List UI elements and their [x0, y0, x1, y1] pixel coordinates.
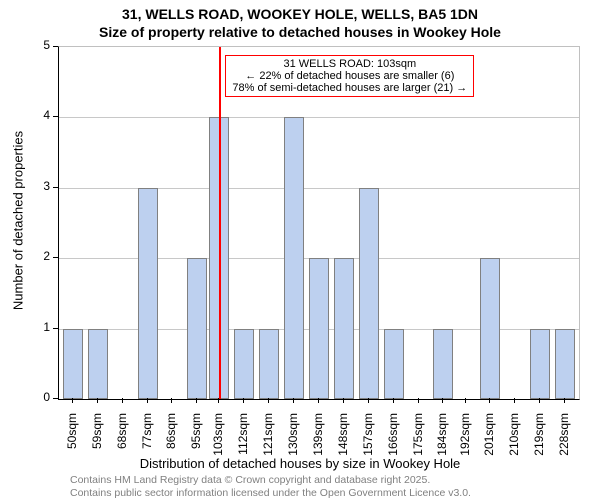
bar	[234, 329, 254, 399]
x-tick-label: 184sqm	[435, 413, 449, 463]
x-tick-label: 68sqm	[115, 413, 129, 463]
x-tick-label: 166sqm	[386, 413, 400, 463]
footer-line1: Contains HM Land Registry data © Crown c…	[70, 474, 430, 486]
y-tick-label: 3	[28, 179, 50, 193]
annotation-line: 78% of semi-detached houses are larger (…	[232, 82, 467, 94]
x-tick-label: 201sqm	[482, 413, 496, 463]
x-tick-mark	[318, 398, 319, 403]
plot-area: 31 WELLS ROAD: 103sqm← 22% of detached h…	[58, 46, 580, 400]
x-tick-mark	[293, 398, 294, 403]
x-tick-mark	[268, 398, 269, 403]
x-tick-label: 50sqm	[65, 413, 79, 463]
x-tick-label: 175sqm	[411, 413, 425, 463]
x-tick-label: 148sqm	[336, 413, 350, 463]
bar	[138, 188, 158, 399]
x-tick-label: 95sqm	[189, 413, 203, 463]
x-tick-mark	[489, 398, 490, 403]
gridline	[59, 117, 579, 118]
bar	[63, 329, 83, 399]
x-tick-label: 192sqm	[458, 413, 472, 463]
x-tick-mark	[147, 398, 148, 403]
x-tick-label: 103sqm	[211, 413, 225, 463]
annotation-line: 31 WELLS ROAD: 103sqm	[232, 58, 467, 70]
x-tick-label: 121sqm	[261, 413, 275, 463]
x-tick-mark	[539, 398, 540, 403]
bar	[480, 258, 500, 399]
y-tick-mark	[53, 257, 58, 258]
x-tick-label: 219sqm	[532, 413, 546, 463]
bar	[433, 329, 453, 399]
x-tick-label: 139sqm	[311, 413, 325, 463]
bar	[359, 188, 379, 399]
y-tick-mark	[53, 328, 58, 329]
bar	[530, 329, 550, 399]
y-tick-label: 1	[28, 320, 50, 334]
bar	[555, 329, 575, 399]
marker-line	[219, 47, 221, 399]
y-tick-label: 5	[28, 38, 50, 52]
x-tick-mark	[514, 398, 515, 403]
x-tick-label: 86sqm	[164, 413, 178, 463]
x-tick-label: 130sqm	[286, 413, 300, 463]
x-tick-mark	[418, 398, 419, 403]
bar	[259, 329, 279, 399]
y-tick-mark	[53, 187, 58, 188]
x-tick-mark	[243, 398, 244, 403]
x-tick-mark	[564, 398, 565, 403]
x-tick-mark	[218, 398, 219, 403]
bar	[284, 117, 304, 399]
x-tick-mark	[196, 398, 197, 403]
bar	[88, 329, 108, 399]
x-tick-mark	[442, 398, 443, 403]
x-tick-mark	[393, 398, 394, 403]
x-tick-mark	[171, 398, 172, 403]
x-tick-mark	[122, 398, 123, 403]
chart-title-line2: Size of property relative to detached ho…	[0, 24, 600, 40]
y-tick-label: 0	[28, 390, 50, 404]
footer-line2: Contains public sector information licen…	[70, 487, 471, 499]
y-tick-label: 2	[28, 249, 50, 263]
x-tick-mark	[72, 398, 73, 403]
bar	[384, 329, 404, 399]
y-tick-mark	[53, 116, 58, 117]
x-tick-mark	[368, 398, 369, 403]
bar	[187, 258, 207, 399]
x-tick-label: 210sqm	[507, 413, 521, 463]
x-tick-mark	[465, 398, 466, 403]
annotation-line: ← 22% of detached houses are smaller (6)	[232, 70, 467, 82]
chart-container: 31, WELLS ROAD, WOOKEY HOLE, WELLS, BA5 …	[0, 0, 600, 500]
x-tick-label: 157sqm	[361, 413, 375, 463]
x-tick-mark	[343, 398, 344, 403]
y-axis-label: Number of detached properties	[11, 45, 26, 397]
chart-title-line1: 31, WELLS ROAD, WOOKEY HOLE, WELLS, BA5 …	[0, 6, 600, 22]
x-tick-label: 59sqm	[90, 413, 104, 463]
bar	[309, 258, 329, 399]
annotation-box: 31 WELLS ROAD: 103sqm← 22% of detached h…	[225, 55, 474, 97]
y-tick-mark	[53, 398, 58, 399]
x-tick-label: 112sqm	[236, 413, 250, 463]
bar	[334, 258, 354, 399]
y-tick-mark	[53, 46, 58, 47]
x-tick-mark	[97, 398, 98, 403]
y-tick-label: 4	[28, 108, 50, 122]
x-tick-label: 228sqm	[557, 413, 571, 463]
x-tick-label: 77sqm	[140, 413, 154, 463]
